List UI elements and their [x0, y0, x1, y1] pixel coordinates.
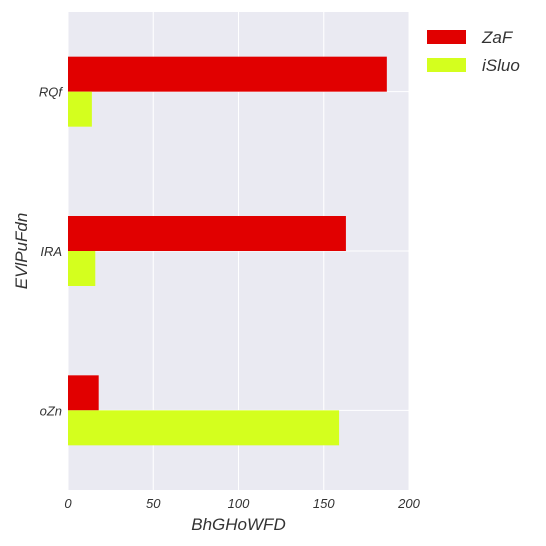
bar-ZaF-oZn: [68, 375, 99, 411]
x-tick-label: 200: [397, 496, 420, 511]
legend-swatch-iSluo: [427, 58, 466, 72]
legend: ZaF iSluo: [427, 28, 520, 75]
x-tick-label: 0: [64, 496, 72, 511]
x-tick-label: 50: [146, 496, 161, 511]
bar-iSluo-RQf: [68, 91, 92, 127]
bar-ZaF-IRA: [68, 216, 346, 251]
y-tick-label: IRA: [40, 244, 62, 259]
x-tick-label: 150: [313, 496, 335, 511]
bar-iSluo-IRA: [68, 251, 96, 286]
legend-label-ZaF: ZaF: [481, 28, 514, 47]
bars: [68, 56, 387, 446]
legend-label-iSluo: iSluo: [482, 56, 520, 75]
x-axis-title: BhGHoWFD: [191, 515, 285, 534]
y-axis-title: EVlPuFdn: [12, 213, 31, 290]
bar-iSluo-oZn: [68, 410, 340, 446]
y-tick-label: oZn: [40, 403, 62, 418]
legend-swatch-ZaF: [427, 30, 466, 44]
x-tick-labels: 0 50 100 150 200: [64, 496, 420, 511]
y-tick-labels: RQf IRA oZn: [39, 85, 64, 419]
x-tick-label: 100: [228, 496, 250, 511]
y-tick-label: RQf: [39, 85, 64, 100]
bar-ZaF-RQf: [68, 56, 387, 92]
